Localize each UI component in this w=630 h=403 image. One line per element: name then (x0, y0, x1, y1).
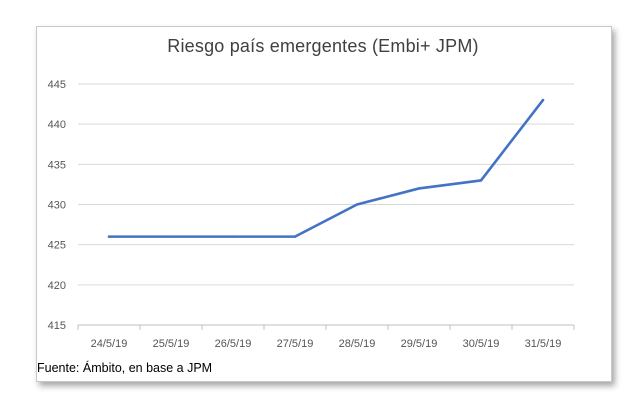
data-point (231, 235, 235, 238)
data-point (479, 179, 483, 182)
x-tick-label: 29/5/19 (401, 338, 438, 350)
y-tick-label: 430 (48, 200, 66, 212)
data-point (293, 235, 297, 238)
series-line (107, 98, 545, 238)
y-tick-label: 435 (48, 159, 66, 171)
x-tick-label: 31/5/19 (525, 338, 562, 350)
x-tick-label: 30/5/19 (463, 338, 500, 350)
data-point (107, 235, 111, 238)
x-tick-label: 26/5/19 (215, 338, 252, 350)
y-tick-label: 415 (48, 320, 66, 332)
x-tick-label: 25/5/19 (153, 338, 190, 350)
data-point (355, 203, 359, 206)
y-tick-label: 425 (48, 240, 66, 252)
y-tick-label: 440 (48, 119, 66, 131)
chart-title: Riesgo país emergentes (Embi+ JPM) (167, 36, 479, 56)
x-tick-label: 28/5/19 (339, 338, 376, 350)
y-tick-label: 420 (48, 280, 66, 292)
x-tick-label: 27/5/19 (277, 338, 314, 350)
data-point (541, 98, 545, 102)
data-point (169, 235, 173, 238)
source-note: Fuente: Ámbito, en base a JPM (37, 361, 213, 375)
y-tick-label: 445 (48, 79, 66, 91)
x-tick-label: 24/5/19 (91, 338, 128, 350)
data-point (417, 187, 421, 190)
